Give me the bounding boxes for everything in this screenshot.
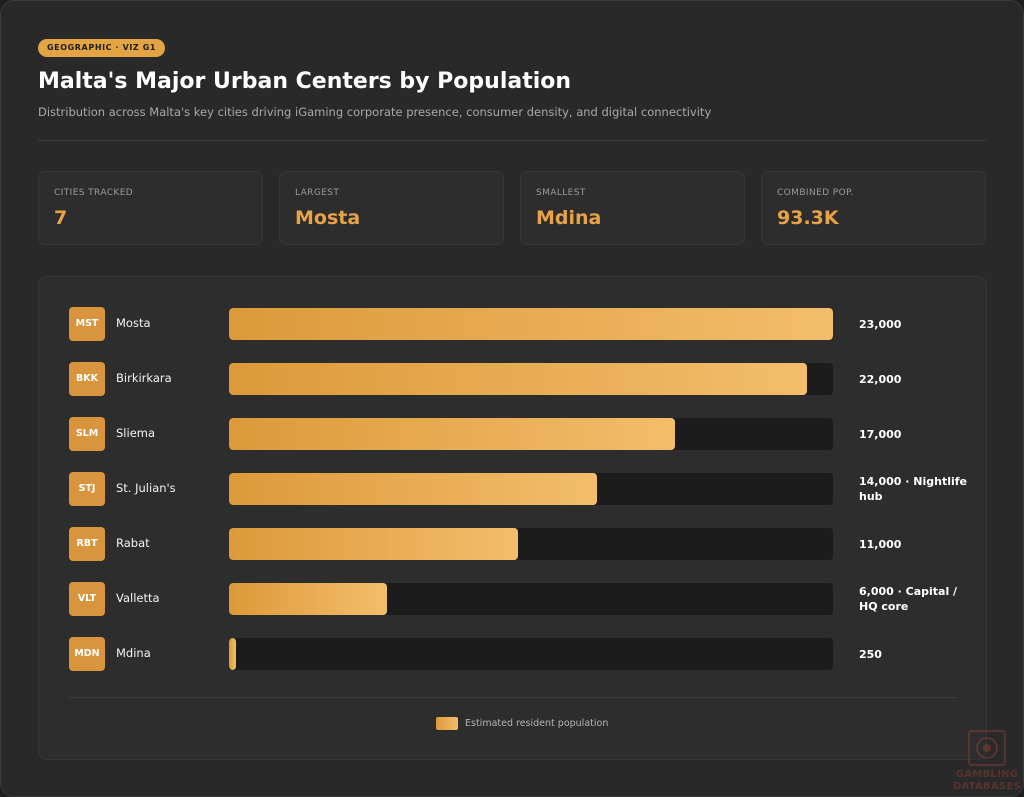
bar-track bbox=[229, 473, 833, 505]
bar-fill bbox=[229, 418, 676, 450]
bar-value-label: 14,000 · Nightlife hub bbox=[859, 475, 968, 503]
gambling-databases-logo: GAMBLING DATABASES bbox=[951, 729, 1023, 795]
bar-row-birkirkara: BKK Birkirkara 22,000 bbox=[39, 359, 986, 399]
watermark-line1: GAMBLING bbox=[955, 769, 1019, 780]
stat-card-combined-population: COMBINED POP. 93.3K bbox=[761, 171, 986, 245]
population-bar-chart: MST Mosta 23,000 BKK Birkirkara 22,000 SLM Slie… bbox=[38, 276, 987, 760]
bar-track bbox=[229, 418, 833, 450]
bar-value-label: 22,000 bbox=[859, 372, 902, 386]
stat-card-cities-tracked: CITIES TRACKED 7 bbox=[38, 171, 263, 245]
bar-track bbox=[229, 583, 833, 615]
stat-label: CITIES TRACKED bbox=[54, 188, 134, 198]
bar-fill bbox=[229, 638, 236, 670]
bar-track bbox=[229, 528, 833, 560]
city-code-badge: RBT bbox=[69, 527, 105, 561]
city-code-badge: MST bbox=[69, 307, 105, 341]
bar-fill bbox=[229, 473, 597, 505]
stat-label: SMALLEST bbox=[536, 188, 586, 198]
legend-divider bbox=[69, 697, 958, 698]
watermark-line2: DATABASES bbox=[952, 781, 1022, 792]
stat-value: 93.3K bbox=[777, 207, 839, 229]
city-code-badge: VLT bbox=[69, 582, 105, 616]
bar-value-label: 250 bbox=[859, 647, 882, 661]
page-subtitle: Distribution across Malta's key cities d… bbox=[38, 105, 712, 119]
bar-fill bbox=[229, 308, 833, 340]
stat-value: 7 bbox=[54, 207, 68, 229]
bar-value-label: 17,000 bbox=[859, 427, 902, 441]
city-name-label: Rabat bbox=[116, 536, 150, 550]
bar-value-label: 23,000 bbox=[859, 317, 902, 331]
bar-fill bbox=[229, 583, 387, 615]
stat-value: Mdina bbox=[536, 207, 602, 229]
stat-label: COMBINED POP. bbox=[777, 188, 854, 198]
city-code-badge: BKK bbox=[69, 362, 105, 396]
city-name-label: Birkirkara bbox=[116, 371, 172, 385]
stat-value: Mosta bbox=[295, 207, 361, 229]
legend-label: Estimated resident population bbox=[465, 718, 609, 729]
city-name-label: Mosta bbox=[116, 316, 151, 330]
bar-row-mdina: MDN Mdina 250 bbox=[39, 634, 986, 674]
category-tag: GEOGRAPHIC · VIZ G1 bbox=[38, 39, 166, 57]
stat-label: LARGEST bbox=[295, 188, 340, 198]
bar-row-rabat: RBT Rabat 11,000 bbox=[39, 524, 986, 564]
logo-emblem-icon bbox=[968, 730, 1006, 766]
city-name-label: St. Julian's bbox=[116, 481, 176, 495]
city-code-badge: SLM bbox=[69, 417, 105, 451]
bar-fill bbox=[229, 363, 807, 395]
bar-track bbox=[229, 638, 833, 670]
bar-fill bbox=[229, 528, 518, 560]
bar-value-label: 6,000 · Capital / HQ core bbox=[859, 585, 958, 613]
bar-row-valletta: VLT Valletta 6,000 · Capital / HQ core bbox=[39, 579, 986, 619]
stat-card-smallest: SMALLEST Mdina bbox=[520, 171, 745, 245]
header-divider bbox=[38, 140, 987, 141]
city-name-label: Valletta bbox=[116, 591, 160, 605]
bar-row-mosta: MST Mosta 23,000 bbox=[39, 304, 986, 344]
bar-row-sliema: SLM Sliema 17,000 bbox=[39, 414, 986, 454]
city-code-badge: STJ bbox=[69, 472, 105, 506]
city-name-label: Sliema bbox=[116, 426, 156, 440]
bar-value-label: 11,000 bbox=[859, 537, 902, 551]
bar-track bbox=[229, 363, 833, 395]
city-code-badge: MDN bbox=[69, 637, 105, 671]
city-name-label: Mdina bbox=[116, 646, 151, 660]
stat-card-largest: LARGEST Mosta bbox=[279, 171, 504, 245]
bar-row-st-julian-s: STJ St. Julian's 14,000 · Nightlife hub bbox=[39, 469, 986, 509]
legend-swatch bbox=[436, 717, 458, 730]
page-title: Malta's Major Urban Centers by Populatio… bbox=[38, 69, 572, 94]
bar-track bbox=[229, 308, 833, 340]
